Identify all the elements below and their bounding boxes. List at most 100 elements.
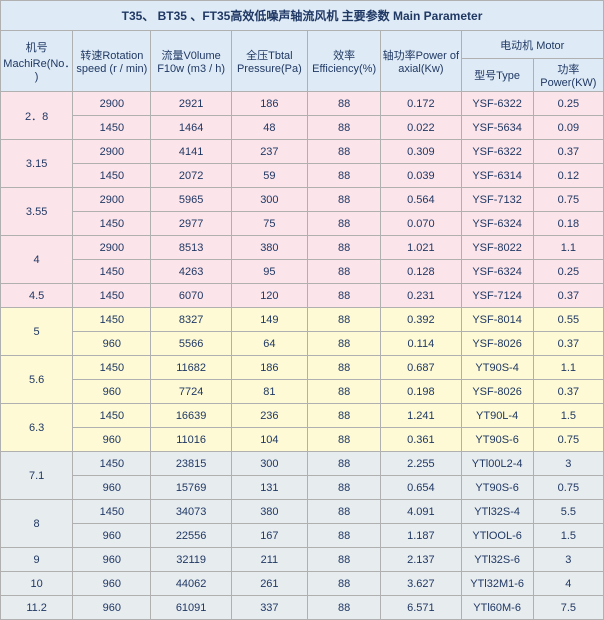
cell-type: YT90L-4 <box>461 404 533 428</box>
cell-speed: 960 <box>73 572 151 596</box>
cell-eff: 88 <box>308 572 381 596</box>
cell-pw: 5.5 <box>533 500 603 524</box>
cell-axial: 6.571 <box>381 596 461 620</box>
cell-eff: 88 <box>308 212 381 236</box>
table-title: T35、 BT35 、FT35高效低噪声轴流风机 主要参数 Main Param… <box>1 1 604 31</box>
cell-flow: 22556 <box>151 524 231 548</box>
cell-pres: 261 <box>231 572 307 596</box>
col-axial: 轴功率Power of axial(Kw) <box>381 31 461 92</box>
cell-axial: 0.172 <box>381 92 461 116</box>
cell-axial: 0.564 <box>381 188 461 212</box>
table-row: 5.6145011682186880.687YT90S-41.1 <box>1 356 604 380</box>
cell-pres: 186 <box>231 92 307 116</box>
cell-eff: 88 <box>308 140 381 164</box>
cell-axial: 0.361 <box>381 428 461 452</box>
col-eff: 效率Efficiency(%) <box>308 31 381 92</box>
cell-type: YSF-7132 <box>461 188 533 212</box>
cell-eff: 88 <box>308 188 381 212</box>
cell-speed: 960 <box>73 548 151 572</box>
cell-eff: 88 <box>308 332 381 356</box>
cell-flow: 16639 <box>151 404 231 428</box>
cell-pres: 59 <box>231 164 307 188</box>
table-row: 3.5529005965300880.564YSF-71320.75 <box>1 188 604 212</box>
col-type: 型号Type <box>461 59 533 92</box>
table-row: 96022556167881.187YTlOOL-61.5 <box>1 524 604 548</box>
cell-type: YT90S-6 <box>461 428 533 452</box>
cell-pw: 4 <box>533 572 603 596</box>
cell-pw: 1.5 <box>533 404 603 428</box>
cell-flow: 8513 <box>151 236 231 260</box>
table-row: 960556664880.114YSF-80260.37 <box>1 332 604 356</box>
cell-pw: 0.25 <box>533 92 603 116</box>
cell-pw: 0.09 <box>533 116 603 140</box>
cell-pres: 64 <box>231 332 307 356</box>
cell-type: YSF-6324 <box>461 212 533 236</box>
table-row: 6.3145016639236881.241YT90L-41.5 <box>1 404 604 428</box>
cell-no: 5 <box>1 308 73 356</box>
cell-pw: 0.75 <box>533 188 603 212</box>
cell-flow: 11682 <box>151 356 231 380</box>
cell-type: YSF-8026 <box>461 332 533 356</box>
cell-eff: 88 <box>308 548 381 572</box>
cell-flow: 2921 <box>151 92 231 116</box>
cell-pw: 0.37 <box>533 380 603 404</box>
cell-type: YTl60M-6 <box>461 596 533 620</box>
cell-eff: 88 <box>308 236 381 260</box>
cell-flow: 2072 <box>151 164 231 188</box>
cell-axial: 2.137 <box>381 548 461 572</box>
cell-no: 2．8 <box>1 92 73 140</box>
cell-pw: 0.37 <box>533 140 603 164</box>
cell-speed: 1450 <box>73 500 151 524</box>
cell-pres: 300 <box>231 188 307 212</box>
cell-pres: 380 <box>231 236 307 260</box>
cell-pres: 337 <box>231 596 307 620</box>
cell-type: YTl32S-4 <box>461 500 533 524</box>
table-row: 3.1529004141237880.309YSF-63220.37 <box>1 140 604 164</box>
cell-axial: 1.241 <box>381 404 461 428</box>
cell-flow: 5965 <box>151 188 231 212</box>
table-row: 1450297775880.070YSF-63240.18 <box>1 212 604 236</box>
cell-axial: 0.128 <box>381 260 461 284</box>
cell-speed: 2900 <box>73 188 151 212</box>
cell-type: YSF-8026 <box>461 380 533 404</box>
cell-speed: 960 <box>73 524 151 548</box>
cell-pres: 167 <box>231 524 307 548</box>
cell-type: YSF-6324 <box>461 260 533 284</box>
cell-pres: 149 <box>231 308 307 332</box>
table-row: 960772481880.198YSF-80260.37 <box>1 380 604 404</box>
col-power: 功率Power(KW) <box>533 59 603 92</box>
cell-speed: 960 <box>73 332 151 356</box>
cell-flow: 6070 <box>151 284 231 308</box>
header-row-1: 机号MachiRe(No．) 转速Rotation speed (r / min… <box>1 31 604 59</box>
cell-speed: 1450 <box>73 260 151 284</box>
cell-type: YSF-6322 <box>461 92 533 116</box>
cell-eff: 88 <box>308 476 381 500</box>
cell-flow: 2977 <box>151 212 231 236</box>
cell-type: YSF-5634 <box>461 116 533 140</box>
cell-pres: 300 <box>231 452 307 476</box>
cell-axial: 0.022 <box>381 116 461 140</box>
cell-type: YTl00L2-4 <box>461 452 533 476</box>
table-row: 96015769131880.654YT90S-60.75 <box>1 476 604 500</box>
cell-eff: 88 <box>308 500 381 524</box>
cell-axial: 0.114 <box>381 332 461 356</box>
cell-pw: 0.12 <box>533 164 603 188</box>
cell-no: 4 <box>1 236 73 284</box>
cell-pres: 48 <box>231 116 307 140</box>
cell-pres: 95 <box>231 260 307 284</box>
cell-axial: 4.091 <box>381 500 461 524</box>
cell-type: YSF-6314 <box>461 164 533 188</box>
cell-pw: 3 <box>533 548 603 572</box>
cell-pres: 75 <box>231 212 307 236</box>
cell-pw: 1.5 <box>533 524 603 548</box>
title-row: T35、 BT35 、FT35高效低噪声轴流风机 主要参数 Main Param… <box>1 1 604 31</box>
cell-axial: 0.392 <box>381 308 461 332</box>
cell-axial: 1.021 <box>381 236 461 260</box>
cell-speed: 1450 <box>73 452 151 476</box>
table-row: 1450426395880.128YSF-63240.25 <box>1 260 604 284</box>
cell-speed: 960 <box>73 428 151 452</box>
col-pres: 全压Tbtal Pressure(Pa) <box>231 31 307 92</box>
table-row: 2．829002921186880.172YSF-63220.25 <box>1 92 604 116</box>
cell-pw: 1.1 <box>533 356 603 380</box>
table-row: 8145034073380884.091YTl32S-45.5 <box>1 500 604 524</box>
